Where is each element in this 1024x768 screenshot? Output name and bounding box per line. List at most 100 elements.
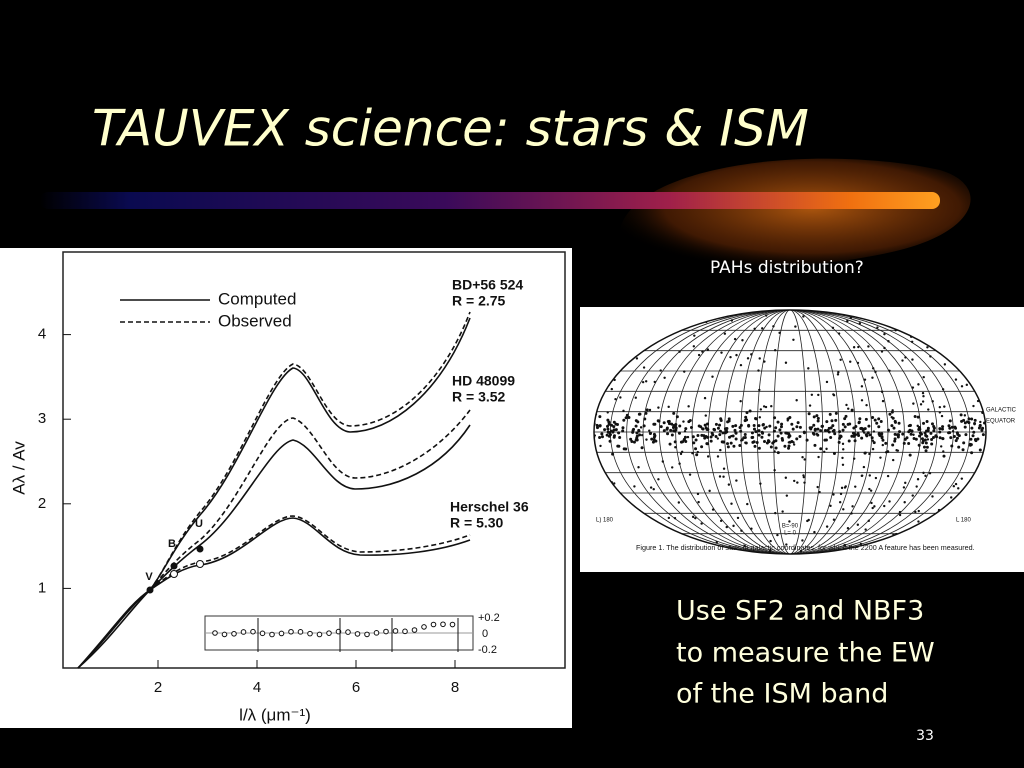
star-dot	[680, 450, 684, 453]
star-dot	[841, 463, 845, 466]
star-dot	[785, 543, 788, 546]
star-dot	[831, 424, 835, 428]
star-dot	[703, 436, 707, 440]
star-dot	[872, 430, 876, 433]
star-dot	[877, 425, 881, 429]
star-dot	[841, 456, 844, 460]
star-dot	[829, 436, 833, 440]
star-dot	[725, 525, 728, 529]
star-dot	[915, 485, 918, 488]
star-dot	[612, 425, 616, 429]
star-dot	[625, 413, 629, 417]
star-dot	[670, 433, 674, 437]
star-dot	[714, 435, 718, 439]
star-dot	[880, 432, 884, 436]
star-dot	[802, 474, 805, 477]
star-dot	[876, 326, 879, 329]
band-label: V	[145, 571, 153, 583]
star-dot	[981, 433, 985, 437]
star-dot	[860, 385, 864, 388]
star-dot	[815, 414, 819, 418]
star-dot	[703, 423, 707, 427]
star-dot	[619, 396, 622, 399]
star-dot	[715, 540, 718, 544]
star-dot	[837, 440, 841, 444]
star-dot	[788, 440, 792, 444]
star-dot	[610, 387, 614, 391]
star-dot	[846, 422, 850, 426]
star-dot	[695, 453, 699, 457]
photometric-point	[146, 586, 154, 594]
star-dot	[926, 346, 929, 349]
star-dot	[873, 418, 877, 422]
star-dot	[916, 478, 920, 481]
star-dot	[918, 431, 922, 435]
star-dot	[932, 424, 936, 428]
star-dot	[652, 488, 655, 491]
star-dot	[950, 496, 953, 499]
star-dot	[842, 508, 845, 511]
star-dot	[961, 448, 965, 452]
star-dot	[694, 447, 698, 451]
star-dot	[617, 431, 621, 435]
corner-label: L) 180	[596, 518, 614, 524]
star-dot	[863, 427, 867, 431]
star-dot	[893, 437, 897, 441]
star-dot	[823, 438, 827, 442]
sky-map: GALACTIC EQUATOR L) 180 L 180 B=-90 L= 0…	[580, 307, 1024, 572]
star-dot	[841, 428, 845, 432]
star-dot	[802, 431, 806, 435]
star-dot	[727, 419, 731, 423]
star-dot	[614, 428, 618, 432]
star-dot	[634, 396, 637, 399]
star-dot	[842, 448, 845, 451]
star-dot	[662, 421, 666, 425]
star-dot	[763, 426, 767, 430]
star-dot	[746, 357, 750, 360]
residual-point	[326, 630, 332, 636]
residual-point	[430, 621, 437, 628]
star-dot	[959, 413, 963, 417]
star-dot	[714, 422, 718, 426]
star-dot	[772, 429, 776, 433]
star-dot	[598, 415, 602, 419]
star-dot	[769, 445, 773, 449]
star-dot	[740, 439, 743, 442]
star-dot	[938, 436, 942, 440]
star-dot	[694, 516, 697, 520]
star-dot	[940, 427, 944, 431]
star-dot	[887, 340, 890, 343]
star-dot	[673, 440, 677, 444]
star-dot	[964, 433, 968, 437]
star-dot	[868, 452, 871, 456]
star-dot	[839, 492, 843, 496]
star-dot	[954, 378, 958, 381]
star-dot	[694, 438, 698, 442]
star-dot	[733, 428, 737, 432]
star-dot	[661, 460, 664, 463]
star-dot	[752, 427, 756, 431]
star-dot	[792, 441, 795, 444]
star-dot	[678, 424, 682, 428]
star-dot	[896, 433, 900, 437]
star-dot	[711, 375, 714, 378]
photometric-point	[196, 560, 204, 568]
star-dot	[621, 426, 625, 430]
star-dot	[611, 452, 615, 456]
star-dot	[727, 483, 731, 486]
star-dot	[913, 414, 917, 418]
star-dot	[827, 426, 831, 430]
star-dot	[976, 437, 980, 441]
star-dot	[622, 409, 625, 413]
star-dot	[879, 456, 882, 459]
star-dot	[850, 408, 854, 412]
star-dot	[696, 492, 700, 496]
star-dot	[785, 431, 789, 435]
star-dot	[938, 430, 942, 434]
star-dot	[725, 426, 729, 430]
star-dot	[674, 446, 677, 449]
residual-point	[221, 631, 228, 638]
star-dot	[965, 420, 969, 423]
body-line: to measure the EW	[676, 638, 935, 669]
